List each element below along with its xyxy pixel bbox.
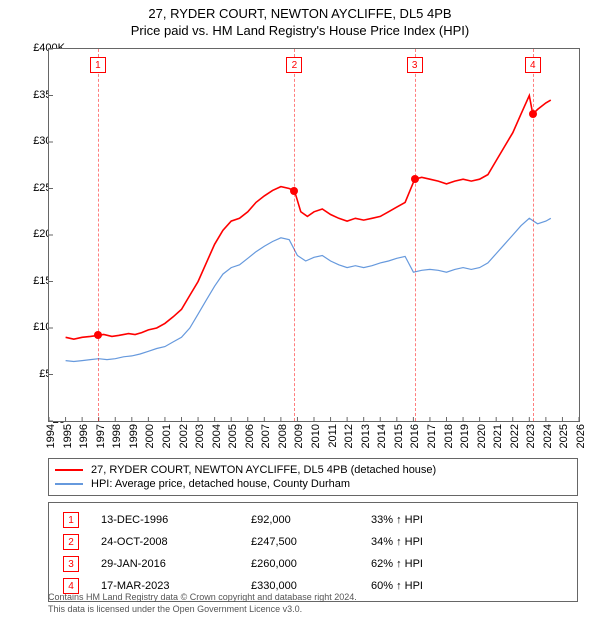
marker-dot (411, 175, 419, 183)
x-axis-label: 2017 (426, 424, 438, 448)
sales-price: £260,000 (251, 558, 371, 570)
x-axis-label: 2019 (459, 424, 471, 448)
x-axis-label: 2024 (542, 424, 554, 448)
sales-price: £92,000 (251, 514, 371, 526)
legend-row-hpi: HPI: Average price, detached house, Coun… (55, 477, 571, 491)
x-axis-label: 2015 (393, 424, 405, 448)
x-axis-label: 2005 (227, 424, 239, 448)
sales-row: 1 13-DEC-1996£92,00033% ↑ HPI (53, 509, 573, 531)
chart-container: 27, RYDER COURT, NEWTON AYCLIFFE, DL5 4P… (0, 0, 600, 620)
x-axis-label: 2006 (244, 424, 256, 448)
legend-box: 27, RYDER COURT, NEWTON AYCLIFFE, DL5 4P… (48, 458, 578, 496)
x-axis-label: 2018 (443, 424, 455, 448)
marker-vline (98, 49, 99, 421)
x-axis-label: 1995 (62, 424, 74, 448)
chart-plot-area: 1 2 3 4 (48, 48, 580, 422)
footer-line-2: This data is licensed under the Open Gov… (48, 604, 357, 616)
sales-row: 2 24-OCT-2008£247,50034% ↑ HPI (53, 531, 573, 553)
x-axis-label: 1997 (95, 424, 107, 448)
marker-dot (529, 110, 537, 118)
x-axis-label: 1996 (78, 424, 90, 448)
marker-vline (533, 49, 534, 421)
x-axis-label: 2016 (409, 424, 421, 448)
x-axis-label: 2011 (327, 424, 339, 448)
x-axis-label: 1994 (45, 424, 57, 448)
x-axis-label: 2022 (509, 424, 521, 448)
sales-pct: 33% ↑ HPI (371, 514, 551, 526)
legend-row-address: 27, RYDER COURT, NEWTON AYCLIFFE, DL5 4P… (55, 463, 571, 477)
x-axis-label: 2008 (277, 424, 289, 448)
footer-text: Contains HM Land Registry data © Crown c… (48, 592, 357, 615)
sales-date: 13-DEC-1996 (101, 514, 251, 526)
chart-svg (49, 49, 579, 421)
sales-date: 29-JAN-2016 (101, 558, 251, 570)
x-axis-label: 2014 (376, 424, 388, 448)
x-axis-label: 2001 (161, 424, 173, 448)
sales-table: 1 13-DEC-1996£92,00033% ↑ HPI 2 24-OCT-2008… (48, 502, 578, 602)
x-axis-label: 2026 (575, 424, 587, 448)
marker-box: 2 (286, 57, 302, 73)
x-axis-label: 1998 (111, 424, 123, 448)
legend-label-address: 27, RYDER COURT, NEWTON AYCLIFFE, DL5 4P… (91, 464, 436, 476)
marker-vline (294, 49, 295, 421)
sales-marker-icon: 3 (63, 556, 79, 572)
title-block: 27, RYDER COURT, NEWTON AYCLIFFE, DL5 4P… (0, 0, 600, 40)
sales-price: £247,500 (251, 536, 371, 548)
x-axis-label: 2007 (260, 424, 272, 448)
sales-marker-icon: 2 (63, 534, 79, 550)
legend-swatch-hpi (55, 483, 83, 485)
x-axis-label: 2004 (211, 424, 223, 448)
x-axis-label: 2009 (293, 424, 305, 448)
footer-line-1: Contains HM Land Registry data © Crown c… (48, 592, 357, 604)
sales-pct: 34% ↑ HPI (371, 536, 551, 548)
x-axis-label: 2021 (492, 424, 504, 448)
x-axis-label: 1999 (128, 424, 140, 448)
marker-dot (290, 187, 298, 195)
title-line-1: 27, RYDER COURT, NEWTON AYCLIFFE, DL5 4P… (0, 6, 600, 23)
sales-row: 3 29-JAN-2016£260,00062% ↑ HPI (53, 553, 573, 575)
marker-box: 4 (525, 57, 541, 73)
sales-price: £330,000 (251, 580, 371, 592)
x-axis-label: 2020 (476, 424, 488, 448)
marker-box: 3 (407, 57, 423, 73)
sales-marker-icon: 1 (63, 512, 79, 528)
x-axis-label: 2012 (343, 424, 355, 448)
x-axis-label: 2023 (525, 424, 537, 448)
marker-dot (94, 331, 102, 339)
sales-date: 24-OCT-2008 (101, 536, 251, 548)
sales-date: 17-MAR-2023 (101, 580, 251, 592)
legend-swatch-address (55, 469, 83, 471)
x-axis-label: 2025 (558, 424, 570, 448)
sales-pct: 62% ↑ HPI (371, 558, 551, 570)
x-axis-label: 2000 (144, 424, 156, 448)
x-axis-label: 2002 (178, 424, 190, 448)
marker-vline (415, 49, 416, 421)
x-axis-label: 2010 (310, 424, 322, 448)
title-line-2: Price paid vs. HM Land Registry's House … (0, 23, 600, 40)
x-axis-label: 2013 (360, 424, 372, 448)
x-axis-label: 2003 (194, 424, 206, 448)
legend-label-hpi: HPI: Average price, detached house, Coun… (91, 478, 350, 490)
sales-pct: 60% ↑ HPI (371, 580, 551, 592)
marker-box: 1 (90, 57, 106, 73)
